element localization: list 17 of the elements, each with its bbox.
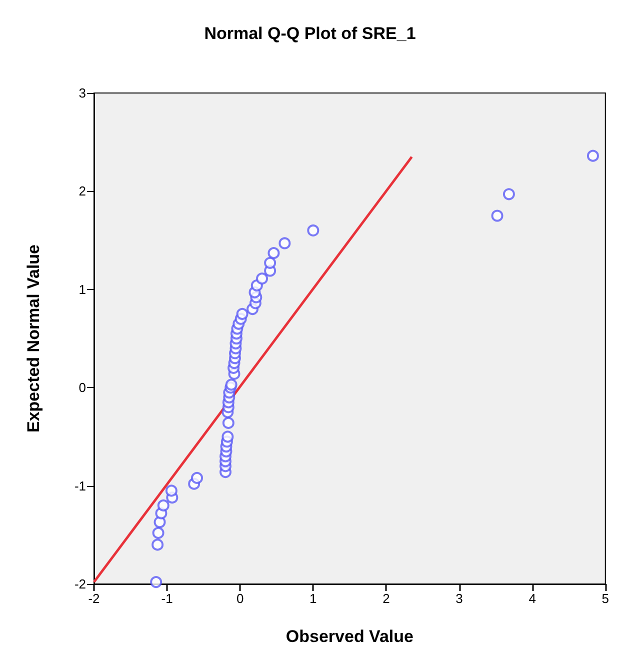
y-tick-label: -1 [74,478,86,494]
chart-title: Normal Q-Q Plot of SRE_1 [204,24,416,43]
y-axis-title: Expected Normal Value [24,244,43,433]
x-tick-label: 3 [456,591,463,606]
x-tick-label: 0 [236,591,244,606]
x-tick-label: -2 [88,591,100,606]
x-axis-title: Observed Value [286,627,414,646]
x-tick-label: 1 [310,591,317,606]
y-tick-label: 2 [78,184,86,199]
y-tick-label: -2 [74,576,86,592]
y-tick-label: 0 [78,380,86,396]
x-tick-label: -1 [161,591,173,606]
y-tick-label: 3 [78,86,86,100]
x-tick-label: 2 [382,591,390,606]
y-tick-label: 1 [78,282,86,297]
x-tick-label: 4 [528,591,536,606]
x-tick-label: 5 [602,591,609,606]
